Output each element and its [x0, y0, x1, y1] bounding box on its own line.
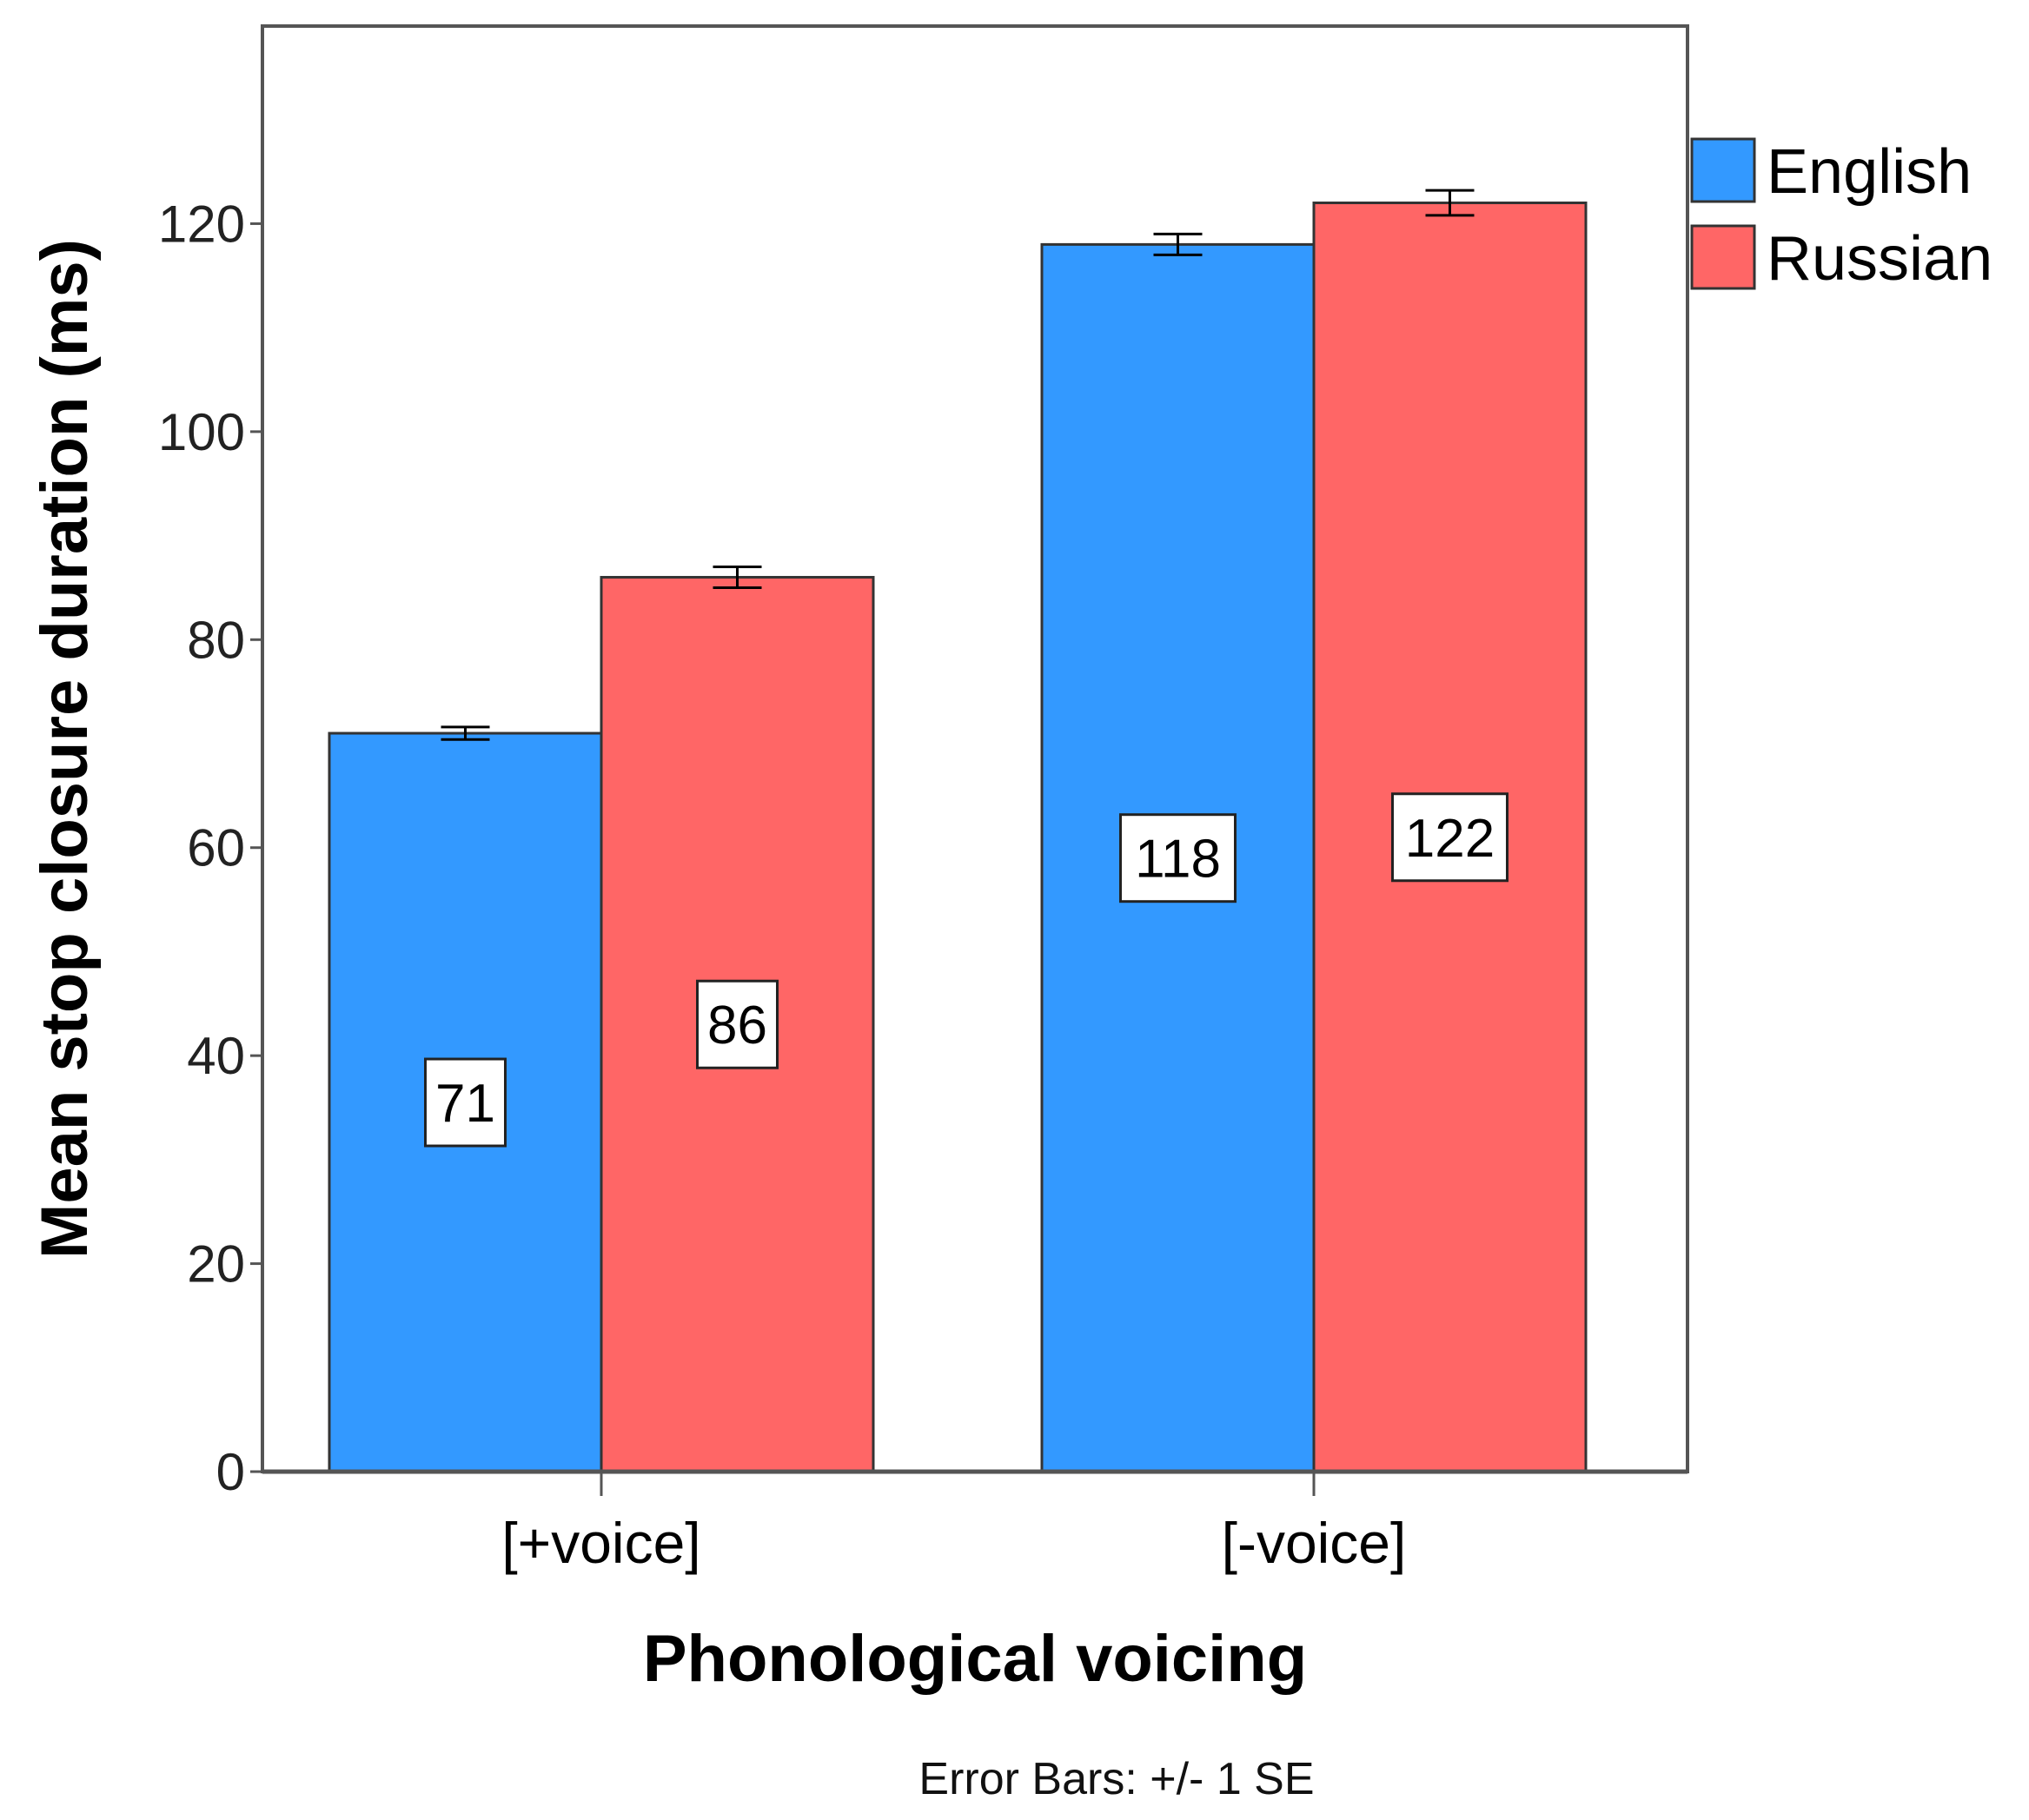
- y-tick-label: 0: [216, 1443, 245, 1501]
- legend-label: Russian: [1767, 224, 1993, 294]
- y-tick-label: 120: [158, 195, 245, 253]
- x-tick-label: [+voice]: [501, 1511, 700, 1575]
- svg-text:122: 122: [1405, 809, 1495, 869]
- svg-text:71: 71: [435, 1074, 495, 1134]
- svg-text:86: 86: [707, 996, 767, 1056]
- data-label-english-1: 118: [1119, 813, 1237, 903]
- bars-layer: 71 118 86 122: [328, 189, 1588, 1473]
- y-tick-label: 60: [187, 819, 245, 877]
- legend-item-russian: Russian: [1690, 224, 1993, 294]
- y-tick-label: 40: [187, 1027, 245, 1085]
- error-bars-footnote: Error Bars: +/- 1 SE: [918, 1754, 1314, 1804]
- x-tick-label: [-voice]: [1222, 1511, 1407, 1575]
- axis-layer: 0 20 40 60 80 100 120 [+voice] [-voice]: [158, 195, 1688, 1575]
- error-bar-russian-0: [713, 566, 762, 589]
- data-label-russian-1: 122: [1391, 792, 1508, 883]
- y-axis-title: Mean stop closure duration (ms): [28, 239, 102, 1259]
- data-label-russian-0: 86: [696, 979, 779, 1069]
- legend-label: English: [1767, 137, 1972, 207]
- legend-swatch: [1690, 224, 1756, 290]
- y-tick-label: 100: [158, 403, 245, 461]
- legend: English Russian: [1690, 137, 1993, 294]
- legend-item-english: English: [1690, 137, 1972, 207]
- error-bar-english-1: [1153, 232, 1203, 256]
- y-tick-label: 20: [187, 1235, 245, 1294]
- data-label-english-0: 71: [424, 1057, 507, 1148]
- y-tick-label: 80: [187, 611, 245, 669]
- svg-text:118: 118: [1135, 830, 1221, 890]
- x-axis-title: Phonological voicing: [643, 1622, 1307, 1696]
- legend-swatch: [1690, 137, 1756, 203]
- error-bar-english-0: [441, 725, 490, 741]
- error-bar-russian-1: [1425, 189, 1475, 217]
